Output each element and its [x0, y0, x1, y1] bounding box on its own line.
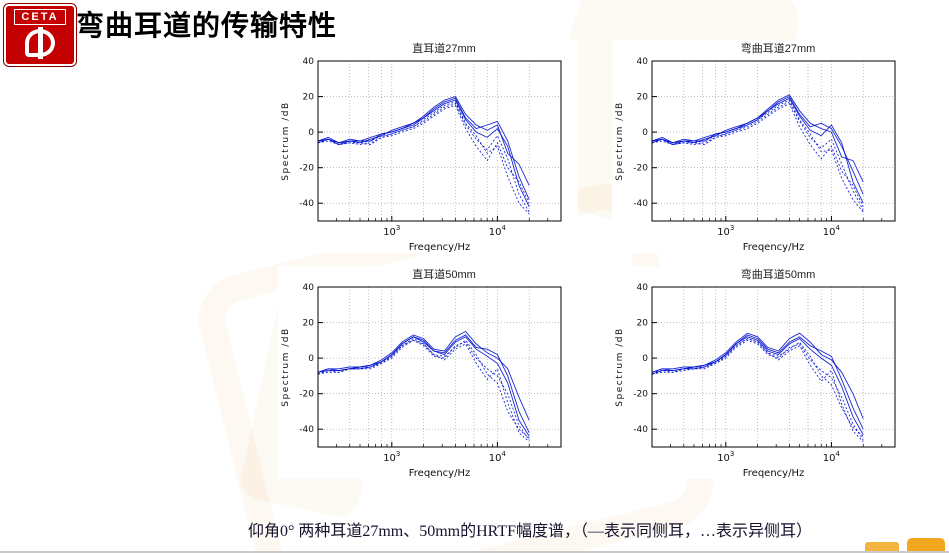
- svg-text:-20: -20: [299, 164, 314, 174]
- ceta-logo: CETA: [4, 4, 76, 66]
- svg-text:-40: -40: [633, 199, 648, 209]
- svg-text:-20: -20: [633, 164, 648, 174]
- svg-text:104: 104: [823, 224, 841, 238]
- svg-text:-40: -40: [299, 199, 314, 209]
- svg-text:104: 104: [489, 450, 507, 464]
- svg-text:20: 20: [637, 319, 649, 329]
- svg-text:0: 0: [642, 128, 648, 138]
- svg-text:104: 104: [823, 450, 841, 464]
- svg-text:20: 20: [303, 93, 315, 103]
- svg-text:Spectrum /dB: Spectrum /dB: [281, 101, 291, 180]
- svg-text:0: 0: [642, 354, 648, 364]
- svg-text:-40: -40: [633, 425, 648, 435]
- svg-text:Freqency/Hz: Freqency/Hz: [409, 242, 470, 253]
- ceta-logo-text: CETA: [14, 9, 66, 25]
- hrtf-plot-curved-50mm: 103 104 -40 -20 0 20 40 Freqency/Hz Spectrum /dB: [615, 283, 896, 479]
- svg-text:20: 20: [637, 93, 649, 103]
- svg-text:104: 104: [489, 224, 507, 238]
- chart-straight-27mm: 直耳道27mm 103 104 -40 -20 0 20 40 Freqency/Hz Spec…: [278, 40, 578, 253]
- hrtf-plot-straight-27mm: 103 104 -40 -20 0 20 40 Freqency/Hz Spectrum /dB: [281, 57, 562, 253]
- svg-text:0: 0: [308, 354, 314, 364]
- corner-decoration: [907, 538, 945, 551]
- svg-text:40: 40: [303, 283, 315, 293]
- svg-text:103: 103: [383, 224, 400, 238]
- svg-text:40: 40: [637, 57, 649, 67]
- svg-text:103: 103: [717, 450, 734, 464]
- svg-text:Freqency/Hz: Freqency/Hz: [409, 468, 470, 479]
- svg-text:103: 103: [383, 450, 400, 464]
- hrtf-plot-straight-50mm: 103 104 -40 -20 0 20 40 Freqency/Hz Spectrum /dB: [281, 283, 562, 479]
- svg-text:40: 40: [637, 283, 649, 293]
- svg-text:Spectrum /dB: Spectrum /dB: [615, 101, 625, 180]
- svg-text:Freqency/Hz: Freqency/Hz: [743, 242, 804, 253]
- chart-title-curved-27mm: 弯曲耳道27mm: [740, 43, 816, 55]
- svg-text:Spectrum /dB: Spectrum /dB: [281, 327, 291, 406]
- hrtf-plot-curved-27mm: 103 104 -40 -20 0 20 40 Freqency/Hz Spectrum /dB: [615, 57, 896, 253]
- svg-text:-20: -20: [633, 390, 648, 400]
- svg-text:-20: -20: [299, 390, 314, 400]
- chart-title-straight-27mm: 直耳道27mm: [412, 43, 476, 55]
- svg-text:0: 0: [308, 128, 314, 138]
- chart-title-straight-50mm: 直耳道50mm: [412, 269, 476, 281]
- svg-text:Freqency/Hz: Freqency/Hz: [743, 468, 804, 479]
- svg-text:-40: -40: [299, 425, 314, 435]
- svg-text:103: 103: [717, 224, 734, 238]
- svg-text:20: 20: [303, 319, 315, 329]
- chart-straight-50mm: 直耳道50mm 103 104 -40 -20 0 20 40 Freqency/Hz Spec…: [278, 266, 578, 479]
- chart-curved-27mm: 弯曲耳道27mm 103 104 -40 -20 0 20 40 Freqency/Hz Spe…: [612, 40, 912, 253]
- svg-text:40: 40: [303, 57, 315, 67]
- chart-title-curved-50mm: 弯曲耳道50mm: [740, 269, 816, 281]
- page-title: 弯曲耳道的传输特性: [76, 11, 338, 42]
- ceta-logo-mark: [25, 27, 55, 59]
- chart-curved-50mm: 弯曲耳道50mm 103 104 -40 -20 0 20 40 Freqency/Hz Spe…: [612, 266, 912, 479]
- slide-caption: 仰角0° 两种耳道27mm、50mm的HRTF幅度谱，（—表示同侧耳，…表示异侧…: [247, 523, 813, 540]
- svg-text:Spectrum /dB: Spectrum /dB: [615, 327, 625, 406]
